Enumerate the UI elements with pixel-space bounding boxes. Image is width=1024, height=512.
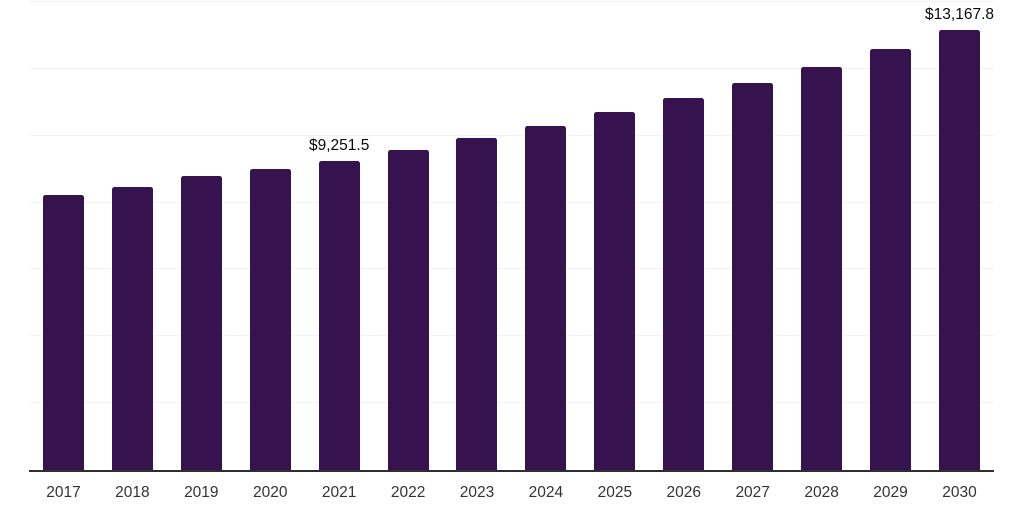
x-label-2020: 2020 <box>252 484 288 501</box>
bar-band-2023 <box>443 2 512 470</box>
bar-2030 <box>938 29 980 470</box>
gridline-10000 <box>29 134 994 136</box>
x-label-2022: 2022 <box>390 484 426 501</box>
bar-2021 <box>318 160 360 470</box>
x-label-2021: 2021 <box>321 484 357 501</box>
x-label-2018: 2018 <box>115 484 150 501</box>
x-label-2026: 2026 <box>666 484 701 501</box>
gridline-14000 <box>29 1 994 2</box>
bar-2019 <box>180 175 222 470</box>
x-label-2027: 2027 <box>735 484 770 501</box>
bar-2029 <box>870 48 912 470</box>
bar-band-2030 <box>925 2 994 470</box>
x-axis: 2017 2018 2019 2020 2021 2022 2023 2024 2025 2026… <box>29 484 994 502</box>
data-label-2030: $13,167.8 <box>925 5 995 23</box>
bar-2018 <box>111 186 153 470</box>
bar-2017 <box>42 194 84 470</box>
bar-band-2020 <box>236 2 305 470</box>
plot-area: $9,251.5 $13,167.8 <box>29 1 995 472</box>
bar-band-2025 <box>580 2 649 470</box>
gridline-6000 <box>29 268 994 270</box>
bars-layer <box>29 2 994 470</box>
x-label-2028: 2028 <box>804 484 839 501</box>
bar-band-2018 <box>98 2 167 470</box>
bar-band-2028 <box>787 2 856 470</box>
bar-2028 <box>801 67 843 470</box>
bar-band-2024 <box>511 2 580 470</box>
x-label-2023: 2023 <box>459 484 495 501</box>
bar-band-2019 <box>167 2 236 470</box>
bar-2020 <box>249 169 291 470</box>
bar-2026 <box>663 98 705 470</box>
gridline-8000 <box>29 201 994 203</box>
bar-band-2022 <box>374 2 443 470</box>
x-label-2019: 2019 <box>184 484 219 501</box>
x-label-2025: 2025 <box>597 484 633 501</box>
gridline-2000 <box>29 402 994 404</box>
x-label-2017: 2017 <box>46 484 81 501</box>
bar-band-2021 <box>305 2 374 470</box>
bar-band-2029 <box>856 2 925 470</box>
x-label-2029: 2029 <box>873 484 908 501</box>
data-label-2021: $9,251.5 <box>309 136 370 154</box>
bar-band-2027 <box>718 2 787 470</box>
bar-2027 <box>732 83 774 470</box>
bar-2023 <box>456 137 498 470</box>
bar-band-2026 <box>649 2 718 470</box>
x-label-2024: 2024 <box>528 484 564 501</box>
gridline-4000 <box>29 335 994 337</box>
bar-2025 <box>594 112 636 470</box>
bar-2024 <box>525 125 567 470</box>
bar-2022 <box>387 149 429 470</box>
gridline-12000 <box>29 67 994 69</box>
x-label-2030: 2030 <box>942 484 977 501</box>
bar-band-2017 <box>29 2 98 470</box>
